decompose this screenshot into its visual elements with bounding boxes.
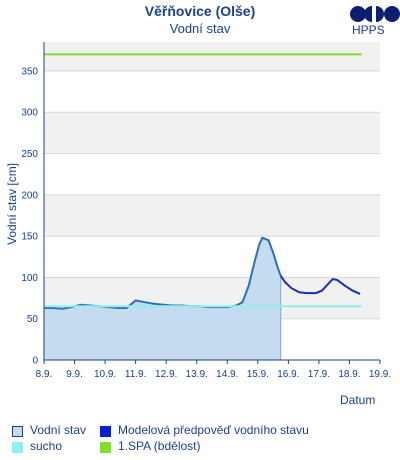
y-tick-label: 100 (21, 273, 38, 284)
legend-swatch (100, 442, 111, 453)
y-tick-label: 150 (21, 232, 38, 243)
water-level-chart: 8.9. 9.9. 10.9. 11.9. 12.9. 13.9. 14.9. 15.9. 16… (5, 42, 391, 407)
x-tick-label: 19.9. (369, 369, 391, 380)
y-tick-label: 0 (32, 356, 38, 367)
x-tick-label: 14.9. (216, 369, 238, 380)
legend-swatch (100, 426, 111, 437)
chart-title: Věřňovice (Olše) (144, 3, 256, 19)
axes (43, 42, 381, 364)
legend-label: Modelová předpověď vodního stavu (118, 423, 309, 437)
y-tick-label: 50 (27, 314, 39, 325)
x-tick-label: 17.9. (308, 369, 330, 380)
y-tick-label: 250 (21, 149, 38, 160)
y-tick-label: 200 (21, 190, 38, 201)
x-tick-label: 8.9. (36, 369, 53, 380)
plot-band (44, 42, 380, 71)
plot-band (44, 194, 380, 237)
x-tick-labels: 8.9. 9.9. 10.9. 11.9. 12.9. 13.9. 14.9. 15.9. 16… (36, 369, 391, 380)
x-tick-label: 11.9. (125, 369, 147, 380)
x-tick-label: 15.9. (247, 369, 269, 380)
legend-label: Vodní stav (30, 423, 87, 437)
y-tick-labels: 0 50 100 150 200 250 300 350 (21, 66, 38, 366)
legend-swatch (12, 426, 23, 437)
series-layer (44, 53, 362, 360)
y-axis-label: Vodní stav [cm] (5, 163, 19, 245)
legend-label: 1.SPA (bdělost) (118, 439, 201, 453)
x-tick-label: 16.9. (277, 369, 299, 380)
legend: Vodní stav Modelová předpověď vodního sta… (0, 418, 400, 460)
x-tick-label: 13.9. (186, 369, 208, 380)
legend-swatch (12, 442, 23, 453)
x-tick-label: 18.9. (338, 369, 360, 380)
x-tick-label: 10.9. (94, 369, 116, 380)
y-tick-label: 300 (21, 108, 38, 119)
x-axis-label: Datum (340, 393, 375, 407)
logo-text: HPPS (352, 23, 385, 37)
legend-label: sucho (30, 439, 63, 453)
forecast-line (279, 275, 361, 295)
x-tick-label: 12.9. (155, 369, 177, 380)
chart-subtitle: Vodní stav (169, 21, 231, 36)
y-tick-label: 350 (21, 66, 38, 77)
plot-band (44, 112, 380, 154)
x-tick-label: 9.9. (66, 369, 83, 380)
observed-area (44, 237, 281, 360)
hpps-logo (350, 6, 400, 22)
